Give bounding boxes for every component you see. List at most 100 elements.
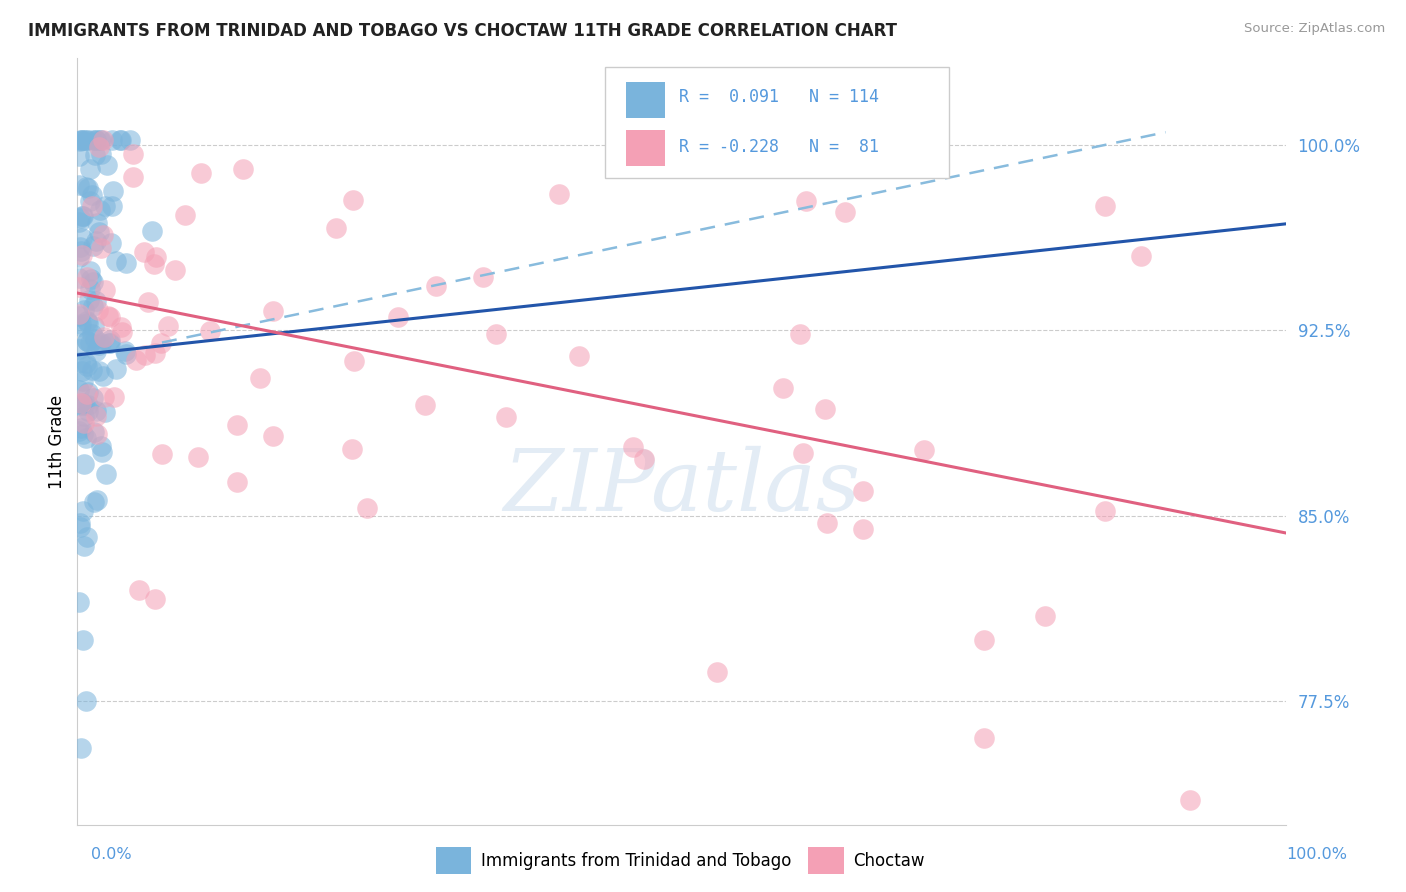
Point bbox=[80, 327, 103, 342]
Point bbox=[76, 314, 98, 328]
Point bbox=[98, 336, 121, 351]
Point bbox=[101, 133, 124, 147]
Text: Choctaw: Choctaw bbox=[853, 852, 925, 870]
Point bbox=[143, 346, 166, 360]
Point bbox=[69, 318, 91, 333]
Point bbox=[789, 326, 811, 341]
Point bbox=[75, 431, 97, 445]
Point bbox=[82, 299, 104, 313]
Point bbox=[76, 334, 98, 348]
Point bbox=[76, 179, 98, 194]
Point bbox=[82, 391, 104, 405]
Point bbox=[101, 199, 124, 213]
Point bbox=[90, 336, 112, 351]
Text: R =  0.091   N = 114: R = 0.091 N = 114 bbox=[679, 88, 879, 106]
Point bbox=[387, 310, 409, 324]
Point bbox=[83, 318, 105, 333]
Point bbox=[98, 335, 121, 350]
Point bbox=[134, 348, 156, 362]
Point bbox=[125, 352, 148, 367]
Point bbox=[72, 539, 94, 553]
Point bbox=[772, 381, 794, 395]
Point bbox=[187, 450, 209, 465]
Point bbox=[84, 294, 107, 309]
Text: R = -0.228   N =  81: R = -0.228 N = 81 bbox=[679, 138, 879, 156]
Point bbox=[86, 216, 108, 230]
Point bbox=[90, 439, 112, 453]
Point bbox=[163, 262, 186, 277]
Point bbox=[72, 632, 94, 647]
Point bbox=[814, 402, 837, 417]
Point bbox=[86, 343, 108, 358]
Point bbox=[67, 270, 90, 285]
Point bbox=[73, 303, 96, 318]
Point bbox=[94, 405, 117, 419]
Point bbox=[568, 349, 591, 363]
Point bbox=[69, 211, 91, 226]
Point bbox=[118, 133, 141, 147]
Point bbox=[76, 133, 98, 147]
Point bbox=[70, 244, 93, 259]
Point bbox=[174, 208, 197, 222]
Point bbox=[110, 319, 132, 334]
Point bbox=[1094, 504, 1116, 518]
Point bbox=[83, 495, 105, 509]
Point bbox=[70, 421, 93, 435]
Point bbox=[200, 324, 222, 338]
Point bbox=[84, 234, 107, 248]
Point bbox=[72, 503, 94, 517]
Point bbox=[72, 210, 94, 224]
Point bbox=[69, 516, 91, 530]
Point bbox=[121, 146, 143, 161]
Point bbox=[76, 133, 98, 147]
Point bbox=[143, 257, 166, 271]
Point bbox=[76, 530, 98, 544]
Point bbox=[93, 198, 115, 212]
Point bbox=[94, 283, 117, 297]
Point bbox=[471, 270, 494, 285]
Point bbox=[67, 178, 90, 192]
Point bbox=[75, 694, 97, 708]
Point bbox=[96, 158, 118, 172]
Point bbox=[1178, 793, 1201, 807]
Point bbox=[70, 741, 93, 756]
Point bbox=[792, 446, 814, 460]
Point bbox=[91, 369, 114, 384]
Y-axis label: 11th Grade: 11th Grade bbox=[48, 394, 66, 489]
Point bbox=[86, 492, 108, 507]
Point bbox=[91, 133, 114, 147]
Point bbox=[90, 147, 112, 161]
Point bbox=[91, 445, 114, 459]
Text: ZIPatlas: ZIPatlas bbox=[503, 446, 860, 529]
Point bbox=[89, 140, 111, 154]
Point bbox=[121, 169, 143, 184]
Point bbox=[1130, 249, 1153, 263]
Point bbox=[111, 325, 134, 339]
Point bbox=[70, 395, 93, 409]
Point bbox=[973, 632, 995, 647]
Point bbox=[226, 475, 249, 489]
Point bbox=[67, 250, 90, 264]
Point bbox=[67, 307, 90, 321]
Point bbox=[108, 133, 131, 147]
Point bbox=[70, 133, 93, 147]
Point bbox=[77, 385, 100, 400]
Point bbox=[67, 383, 90, 397]
Point bbox=[70, 209, 93, 223]
Point bbox=[156, 319, 179, 334]
Point bbox=[84, 332, 107, 346]
Point bbox=[143, 592, 166, 607]
Point bbox=[86, 409, 108, 423]
Point bbox=[87, 225, 110, 239]
Point bbox=[100, 235, 122, 250]
Point bbox=[79, 194, 101, 208]
Point bbox=[815, 516, 838, 531]
Point bbox=[132, 245, 155, 260]
Point bbox=[484, 326, 506, 341]
Point bbox=[76, 359, 98, 374]
Point bbox=[77, 316, 100, 330]
Point bbox=[100, 333, 122, 347]
Point bbox=[76, 399, 98, 413]
Point bbox=[80, 272, 103, 286]
Point bbox=[72, 396, 94, 410]
